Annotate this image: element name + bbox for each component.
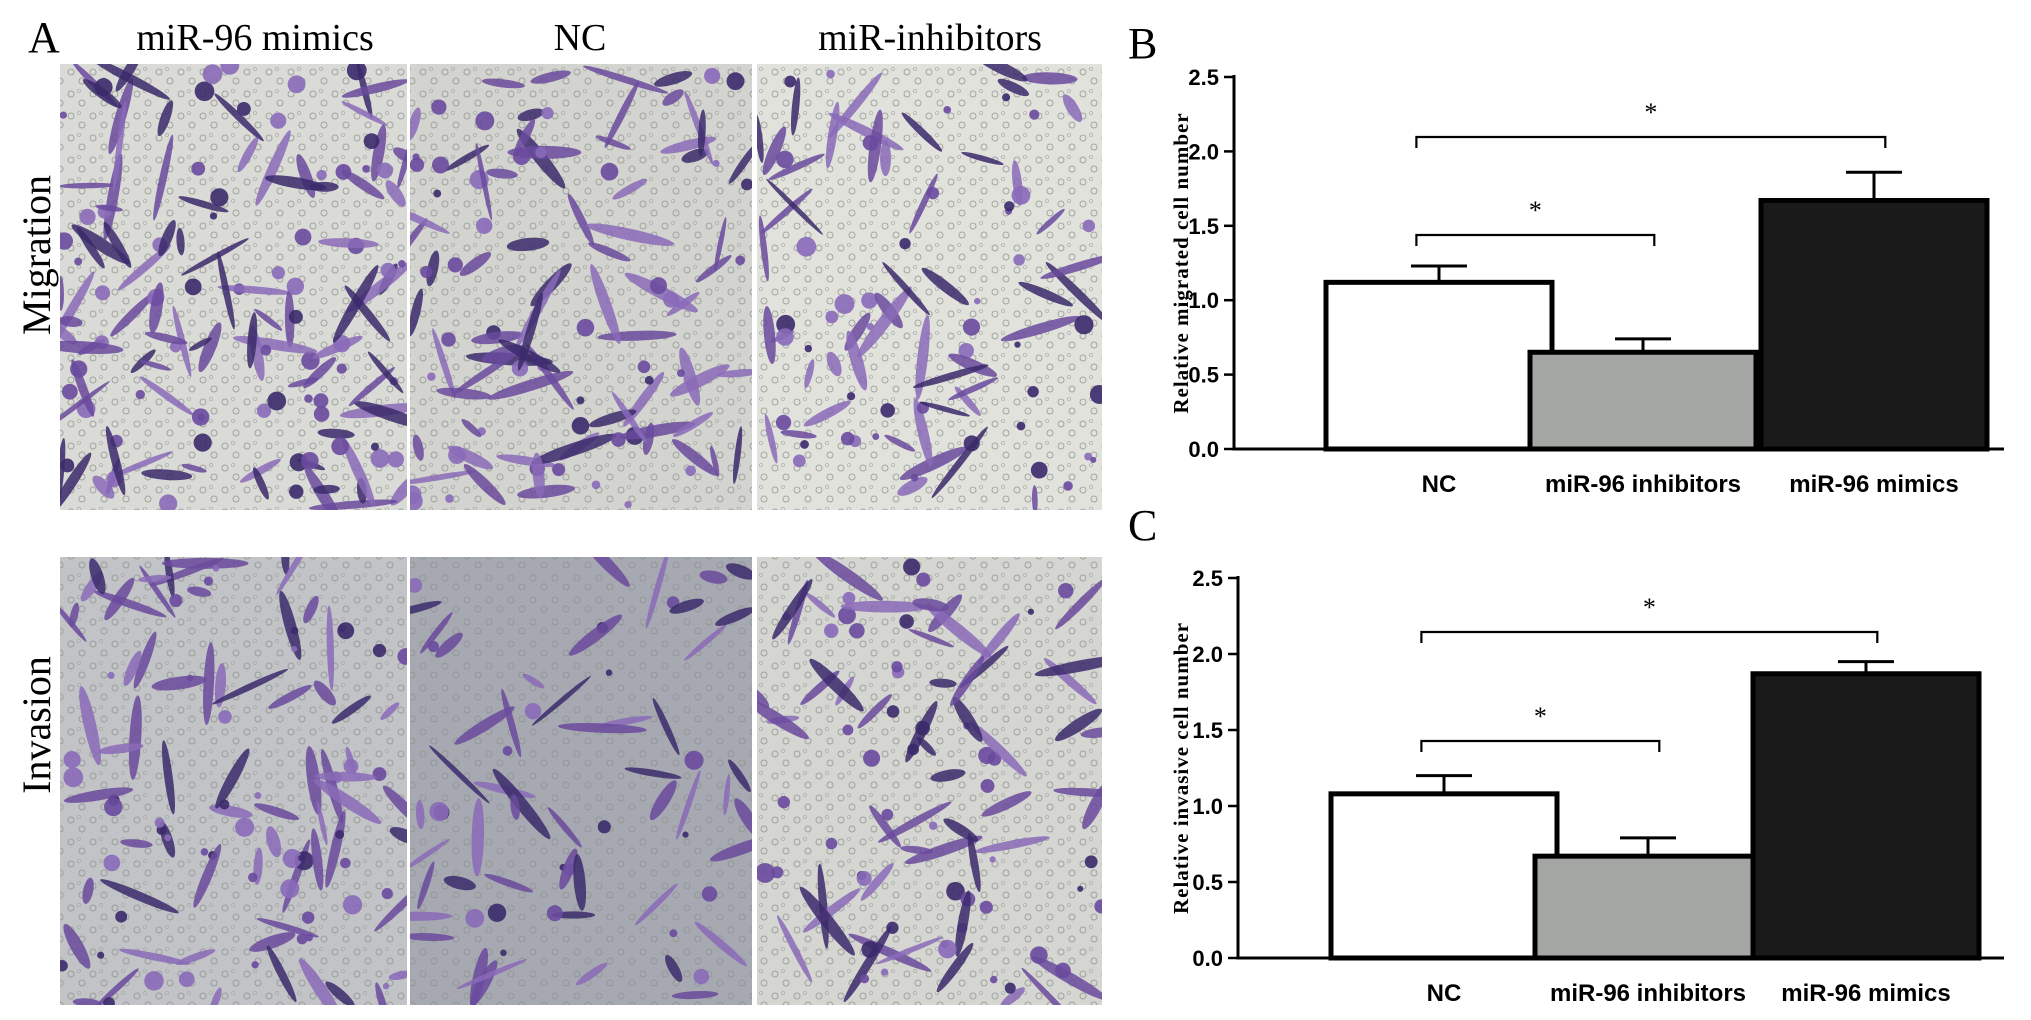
micrograph-0-0 (60, 64, 407, 510)
micrograph-0-2 (757, 64, 1102, 510)
significance-star-0: * (1529, 196, 1542, 225)
significance-star-1: * (1644, 98, 1657, 127)
significance-bracket-1 (1415, 135, 1887, 148)
panel-a: A miR-96 mimics NC miR-inhibitors Migrat… (14, 13, 1102, 1005)
bar-2 (1758, 198, 1990, 452)
column-label-mimics: miR-96 mimics (136, 17, 374, 59)
y-tick-label: 0.5 (1188, 363, 1219, 388)
y-tick-label: 1.5 (1192, 718, 1223, 743)
category-label-2: miR-96 mimics (1789, 471, 1958, 498)
bar-1 (1527, 349, 1759, 452)
micrograph-1-1 (410, 557, 752, 1005)
significance-star-1: * (1643, 593, 1656, 622)
bar-1 (1532, 853, 1764, 961)
y-tick-label: 2.5 (1188, 65, 1219, 90)
micrograph-1-2 (757, 557, 1102, 1005)
bar-0 (1328, 791, 1560, 961)
significance-star-0: * (1534, 702, 1547, 731)
y-tick-label: 2.0 (1192, 642, 1223, 667)
category-label-0: NC (1427, 980, 1462, 1007)
chart-b: B 0.0 0.5 1.0 1.5 2.0 2.5 Relative migrated ce… (1128, 19, 2004, 498)
significance-bracket-0 (1415, 233, 1656, 246)
category-label-0: NC (1422, 471, 1457, 498)
chart-c: C 0.0 0.5 1.0 1.5 2.0 2.5 Relative invasive ce… (1128, 501, 2004, 1007)
y-axis-label: Relative invasive cell number (1169, 622, 1193, 914)
column-label-inhibitors: miR-inhibitors (818, 17, 1042, 59)
micrograph-0-1 (410, 64, 752, 510)
y-tick-label: 1.0 (1188, 288, 1219, 313)
micrograph-1-0 (60, 557, 407, 1005)
panel-c-letter: C (1128, 501, 1157, 550)
category-label-2: miR-96 mimics (1781, 980, 1950, 1007)
y-tick-label: 0.5 (1192, 870, 1223, 895)
row-label-invasion: Invasion (14, 656, 59, 794)
y-tick-label: 1.0 (1192, 794, 1223, 819)
panel-b-letter: B (1128, 19, 1157, 68)
y-tick-label: 2.0 (1188, 139, 1219, 164)
bar-0 (1323, 279, 1555, 452)
category-label-1: miR-96 inhibitors (1550, 980, 1746, 1007)
micrograph-grid (60, 64, 1102, 1005)
y-tick-label: 2.5 (1192, 566, 1223, 591)
y-tick-label: 1.5 (1188, 214, 1219, 239)
panel-a-letter: A (28, 13, 60, 62)
column-label-nc: NC (554, 17, 607, 59)
y-tick-label: 0.0 (1192, 946, 1223, 971)
bar-2 (1750, 671, 1982, 961)
y-axis-label: Relative migrated cell number (1169, 112, 1193, 413)
significance-bracket-0 (1420, 739, 1661, 752)
significance-bracket-1 (1420, 630, 1879, 643)
row-label-migration: Migration (14, 175, 59, 335)
category-label-1: miR-96 inhibitors (1545, 471, 1741, 498)
y-tick-label: 0.0 (1188, 437, 1219, 462)
